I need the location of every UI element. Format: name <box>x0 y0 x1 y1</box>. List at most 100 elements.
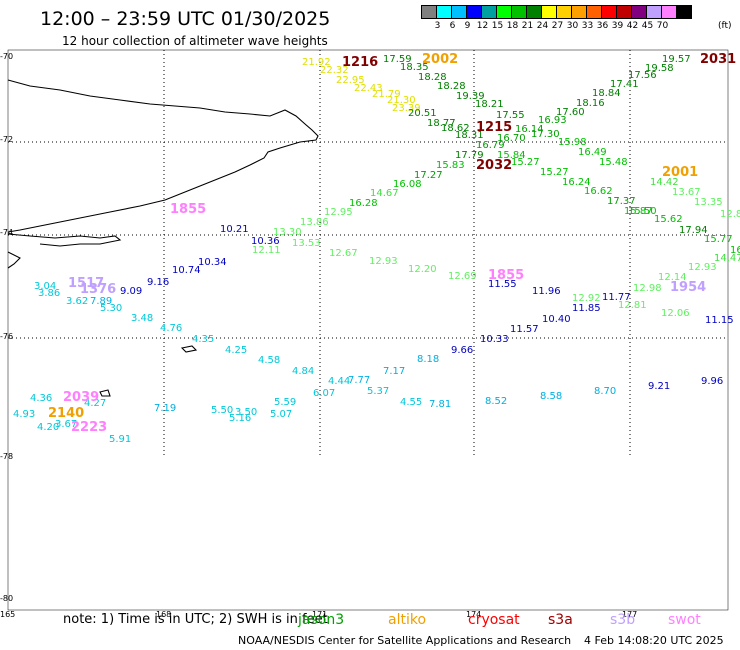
wave-height-label: 16.70 <box>497 133 526 144</box>
wave-height-label: 15.87 <box>624 206 653 217</box>
generated-timestamp: 4 Feb 14:08:20 UTC 2025 <box>584 634 724 647</box>
color-scale-label: 18 <box>506 21 519 31</box>
wave-height-label: 22.43 <box>354 83 383 94</box>
wave-height-label: 15.98 <box>558 137 587 148</box>
wave-height-label: 13.86 <box>300 217 329 228</box>
wave-height-label: 16.93 <box>538 115 567 126</box>
wave-height-label: 4.76 <box>160 323 183 334</box>
color-scale-label: 70 <box>656 21 669 31</box>
color-scale-label: 27 <box>551 21 564 31</box>
wave-height-label: 9.21 <box>648 381 671 392</box>
longitude-label: 171 <box>312 610 328 619</box>
wave-height-label: 12.93 <box>369 256 398 267</box>
wave-height-label: 16.24 <box>562 177 591 188</box>
wave-height-label: 11.57 <box>510 324 539 335</box>
wave-height-label: 8.70 <box>594 386 617 397</box>
wave-height-label: 11.96 <box>532 286 561 297</box>
wave-height-label: 5.91 <box>109 434 132 445</box>
wave-height-label: 4.25 <box>225 345 248 356</box>
wave-height-label: 3.04 <box>34 281 57 292</box>
pass-time-label: 2223 <box>71 420 108 435</box>
wave-height-label: 5.59 <box>274 397 297 408</box>
wave-height-label: 13.67 <box>672 187 701 198</box>
wave-height-label: 16.08 <box>393 179 422 190</box>
pass-time-label: 2039 <box>63 390 100 405</box>
wave-height-label: 16 <box>730 245 740 256</box>
wave-height-label: 7.89 <box>90 296 113 307</box>
wave-height-label: 4.84 <box>292 366 315 377</box>
latitude-label: -70 <box>0 52 14 61</box>
wave-height-label: 18.62 <box>441 123 470 134</box>
wave-height-label: 4.27 <box>84 398 107 409</box>
wave-height-label: 12.06 <box>661 308 690 319</box>
wave-height-label: 19.57 <box>662 54 691 65</box>
wave-height-label: 5.37 <box>367 386 390 397</box>
wave-height-label: 12.67 <box>329 248 358 259</box>
pass-time-label: 1376 <box>80 282 117 297</box>
latitude-label: -74 <box>0 228 14 237</box>
pass-time-label: 2140 <box>48 406 85 421</box>
wave-height-label: 13.35 <box>694 197 723 208</box>
wave-height-label: 7.19 <box>154 403 177 414</box>
wave-height-label: 10.34 <box>198 257 227 268</box>
wave-height-label: 12.20 <box>408 264 437 275</box>
wave-height-label: 9.66 <box>451 345 474 356</box>
latitude-label: -76 <box>0 332 14 341</box>
wave-height-label: 19.58 <box>645 63 674 74</box>
wave-height-label: 10.74 <box>172 265 201 276</box>
pass-time-label: 1855 <box>488 268 525 283</box>
wave-height-label: 7.81 <box>429 399 452 410</box>
wave-height-label: 8.52 <box>485 396 508 407</box>
wave-height-label: 23.39 <box>392 103 421 114</box>
wave-height-label: 15.48 <box>599 157 628 168</box>
wave-height-label: 12.81 <box>618 300 647 311</box>
pass-time-label: 1954 <box>670 280 707 295</box>
wave-height-label: 15.84 <box>497 150 526 161</box>
footer-note: note: 1) Time is in UTC; 2) SWH is in fe… <box>63 612 328 627</box>
wave-height-label: 21.30 <box>387 95 416 106</box>
graticule <box>8 50 728 455</box>
latitude-label: -80 <box>0 594 14 603</box>
wave-height-label: 14.47 <box>714 253 740 264</box>
wave-height-label: 3.86 <box>38 288 61 299</box>
wave-height-label: 16.62 <box>584 186 613 197</box>
wave-height-label: 18.28 <box>437 81 466 92</box>
wave-height-label: 16.49 <box>578 147 607 158</box>
map-subtitle: 12 hour collection of altimeter wave hei… <box>62 34 328 48</box>
wave-height-label: 17.37 <box>607 196 636 207</box>
wave-height-label: 12.98 <box>633 283 662 294</box>
legend-item-cryosat: cryosat <box>468 612 520 628</box>
wave-height-label: 10.21 <box>220 224 249 235</box>
color-scale-cell <box>676 5 692 19</box>
wave-height-label: 4.58 <box>258 355 281 366</box>
color-scale-label: 36 <box>596 21 609 31</box>
wave-height-label: 15.27 <box>511 157 540 168</box>
legend-item-s3a: s3a <box>548 612 573 628</box>
wave-height-label: 5.30 <box>100 303 123 314</box>
wave-height-label: 18.35 <box>400 62 429 73</box>
legend-item-s3b: s3b <box>610 612 636 628</box>
wave-height-label: 11.55 <box>488 279 517 290</box>
legend-item-swot: swot <box>668 612 701 628</box>
wave-height-label: 16.28 <box>349 198 378 209</box>
latitude-label: -72 <box>0 135 14 144</box>
wave-height-label: 13.30 <box>273 227 302 238</box>
color-scale-label: 30 <box>566 21 579 31</box>
credit-line: NOAA/NESDIS Center for Satellite Applica… <box>238 634 572 647</box>
wave-height-label: 15.83 <box>436 160 465 171</box>
wave-height-label: 11.15 <box>705 315 734 326</box>
pass-time-label: 1855 <box>170 202 207 217</box>
color-scale-label: 39 <box>611 21 624 31</box>
wave-height-label: 17.30 <box>531 129 560 140</box>
wave-height-label: 7.77 <box>348 375 371 386</box>
wave-height-label: 17.55 <box>496 110 525 121</box>
pass-time-label: 2002 <box>422 52 459 67</box>
wave-height-label: 22.95 <box>336 75 365 86</box>
pass-time-label: 2001 <box>662 165 699 180</box>
map-title: 12:00 – 23:59 UTC 01/30/2025 <box>40 8 331 30</box>
wave-height-label: 17.60 <box>556 107 585 118</box>
wave-height-label: 11.77 <box>602 292 631 303</box>
wave-height-label: 12.92 <box>572 293 601 304</box>
wave-height-label: 17.59 <box>383 54 412 65</box>
wave-height-label: 17.79 <box>455 150 484 161</box>
